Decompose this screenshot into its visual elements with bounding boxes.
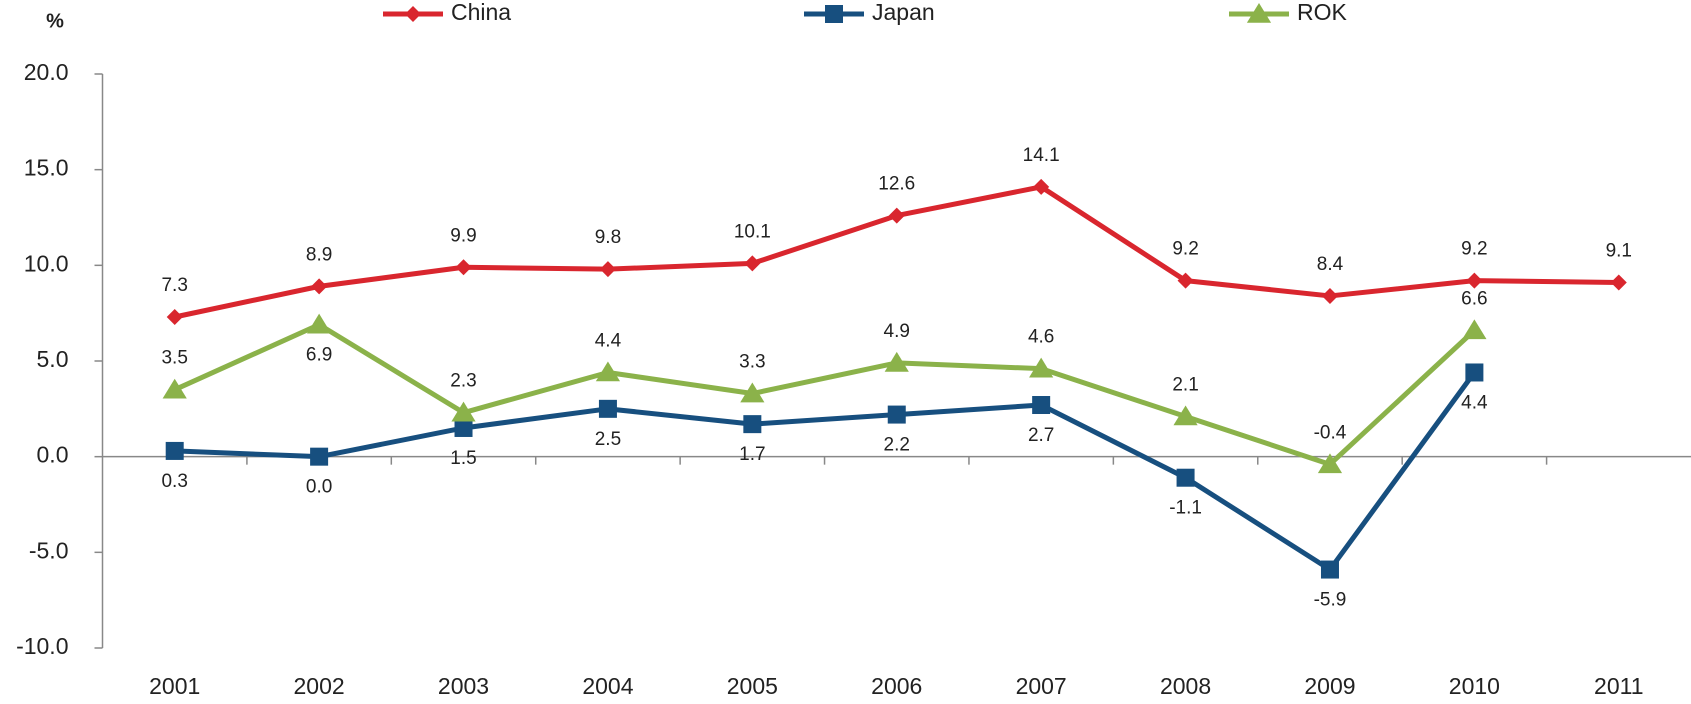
data-label: 6.6 xyxy=(1461,288,1487,309)
data-label: 4.4 xyxy=(595,330,622,351)
legend-label: China xyxy=(451,0,511,25)
marker xyxy=(166,308,183,325)
x-tick-label: 2003 xyxy=(438,673,489,699)
marker xyxy=(884,351,909,372)
marker xyxy=(405,6,421,22)
marker xyxy=(743,415,762,434)
x-tick-label: 2006 xyxy=(871,673,922,699)
data-label: 2.5 xyxy=(595,429,621,450)
marker xyxy=(1177,272,1194,289)
marker xyxy=(1032,396,1051,415)
data-label: 9.8 xyxy=(595,227,621,248)
data-label: 9.2 xyxy=(1172,239,1198,260)
marker xyxy=(887,405,906,424)
data-label: 1.5 xyxy=(450,448,476,469)
marker xyxy=(311,278,328,295)
marker xyxy=(307,313,332,334)
marker xyxy=(599,261,616,278)
marker xyxy=(162,378,187,399)
marker xyxy=(1321,287,1338,304)
data-label: 3.5 xyxy=(161,348,187,369)
marker xyxy=(740,382,765,403)
marker xyxy=(454,418,473,437)
data-label: 9.9 xyxy=(450,225,476,246)
marker xyxy=(888,207,905,224)
marker xyxy=(1173,405,1198,426)
marker xyxy=(598,399,617,418)
data-label: 4.6 xyxy=(1028,327,1054,348)
y-tick-label: 10.0 xyxy=(24,250,69,276)
series-line xyxy=(174,184,1619,320)
marker xyxy=(1176,468,1195,487)
marker xyxy=(595,361,621,382)
x-tick-label: 2001 xyxy=(149,673,200,699)
y-axis-label: % xyxy=(46,10,64,32)
x-tick-label: 2008 xyxy=(1160,673,1211,699)
legend-label: Japan xyxy=(872,0,935,25)
y-tick-label: -5.0 xyxy=(29,537,69,563)
data-label: 9.1 xyxy=(1606,241,1632,262)
x-tick-label: 2004 xyxy=(582,673,633,699)
data-label: 0.3 xyxy=(161,471,187,492)
data-label: 14.1 xyxy=(1023,145,1060,166)
y-tick-label: 20.0 xyxy=(24,59,69,85)
x-tick-label: 2011 xyxy=(1594,673,1643,699)
legend-label: ROK xyxy=(1297,0,1348,25)
marker xyxy=(1320,560,1339,579)
marker xyxy=(1033,178,1050,195)
data-label: -0.4 xyxy=(1314,422,1347,443)
data-label: 10.1 xyxy=(734,221,771,242)
x-tick-label: 2002 xyxy=(294,673,345,699)
data-label: 8.9 xyxy=(306,244,332,265)
x-tick-label: 2005 xyxy=(727,673,778,699)
data-label: 4.9 xyxy=(884,321,910,342)
x-tick-label: 2010 xyxy=(1449,673,1500,699)
data-label: 3.3 xyxy=(739,352,765,373)
data-label: 7.3 xyxy=(161,275,187,296)
series-line xyxy=(173,322,1477,467)
marker xyxy=(1317,453,1343,474)
marker xyxy=(744,255,761,272)
data-label: 1.7 xyxy=(739,444,765,465)
y-tick-label: -10.0 xyxy=(16,633,68,659)
data-label: 0.0 xyxy=(306,477,332,498)
x-tick-label: 2007 xyxy=(1016,673,1067,699)
x-tick-label: 2009 xyxy=(1304,673,1355,699)
data-label: -1.1 xyxy=(1169,498,1202,519)
y-tick-label: 0.0 xyxy=(37,442,69,468)
marker xyxy=(1462,319,1487,340)
marker xyxy=(451,401,476,422)
data-label: 4.4 xyxy=(1461,392,1488,413)
marker xyxy=(1029,357,1054,378)
data-label: 2.2 xyxy=(884,435,910,456)
y-tick-label: 15.0 xyxy=(24,155,69,181)
data-label: 12.6 xyxy=(878,174,915,195)
marker xyxy=(825,5,843,23)
marker xyxy=(165,441,184,460)
data-label: 2.1 xyxy=(1172,375,1198,396)
marker xyxy=(1246,3,1272,23)
y-tick-label: 5.0 xyxy=(37,346,69,372)
data-label: -5.9 xyxy=(1314,590,1347,611)
marker xyxy=(1466,272,1483,289)
marker xyxy=(310,447,329,466)
data-label: 2.3 xyxy=(450,371,476,392)
series-line xyxy=(174,371,1477,573)
data-label: 6.9 xyxy=(306,345,332,366)
data-label: 9.2 xyxy=(1461,239,1487,260)
data-label: 8.4 xyxy=(1317,254,1344,275)
marker xyxy=(1465,363,1484,382)
marker xyxy=(455,259,472,276)
data-label: 2.7 xyxy=(1028,425,1054,446)
marker xyxy=(1610,274,1627,291)
